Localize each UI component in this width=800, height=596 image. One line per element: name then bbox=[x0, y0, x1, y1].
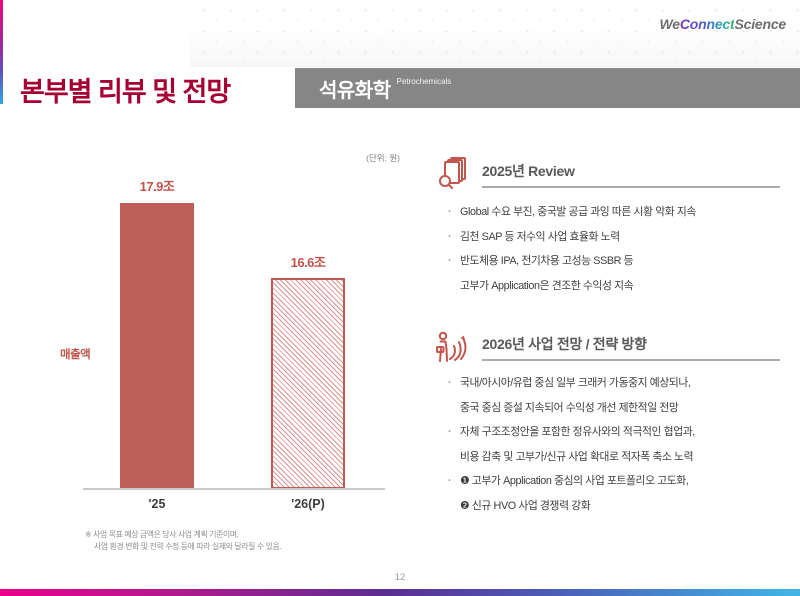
footnote-line-1: ※ 사업 목표 예상 금액은 당사 사업 계획 기준이며, bbox=[85, 530, 239, 539]
bottom-accent-gradient-bar bbox=[0, 589, 800, 596]
bar-value-label-25: 17.9조 bbox=[139, 179, 175, 194]
growth-person-icon bbox=[435, 329, 467, 363]
bar-value-label-26p: 16.6조 bbox=[290, 255, 326, 270]
x-tick-label-25: '25 bbox=[148, 497, 166, 511]
review-section-underline bbox=[482, 186, 780, 188]
network-mesh-decoration bbox=[190, 0, 800, 67]
footnote-line-2: 사업 환경 변화 및 전략 수정 등에 따라 실제와 달라질 수 있음. bbox=[94, 541, 282, 551]
bar-2026-plan-revenue bbox=[271, 278, 345, 489]
logo-connect: Connect bbox=[679, 16, 735, 32]
division-header-bar: 석유화학 Petrochemicals bbox=[295, 68, 800, 108]
chart-y-axis-label: 매출액 bbox=[60, 349, 91, 361]
chart-unit-note: (단위: 원) bbox=[366, 153, 400, 163]
logo-we: We bbox=[659, 16, 681, 32]
review-section-title: 2025년 Review bbox=[482, 163, 575, 179]
logo-science: Science bbox=[734, 16, 786, 32]
bar-2025-revenue bbox=[120, 203, 194, 489]
outlook-bullet-continuation: ❷ 신규 HVO 사업 경쟁력 강화 bbox=[460, 499, 591, 512]
document-search-icon bbox=[437, 156, 469, 190]
review-bullet: Global 수요 부진, 중국발 공급 과잉 따른 시황 악화 지속 bbox=[446, 200, 791, 225]
division-title-english: Petrochemicals bbox=[396, 77, 452, 86]
page-number: 12 bbox=[394, 572, 406, 583]
outlook-bullet: ❶ 고부가 Application 중심의 사업 포트폴리오 고도화, bbox=[446, 469, 791, 494]
chart-baseline-axis bbox=[83, 488, 385, 490]
outlook-section-underline bbox=[482, 359, 780, 361]
footnote: ※ 사업 목표 예상 금액은 당사 사업 계획 기준이며, 사업 환경 변화 및… bbox=[85, 529, 282, 552]
review-bullet: 반도체용 IPA, 전기차용 고성능 SSBR 등 bbox=[446, 249, 791, 274]
division-title-korean: 석유화학 bbox=[319, 79, 391, 102]
page-title: 본부별 리뷰 및 전망 bbox=[20, 77, 231, 107]
left-accent-stripe bbox=[0, 0, 3, 104]
outlook-bullet: 국내/아시아/유럽 중심 일부 크래커 가동중지 예상되나, bbox=[446, 371, 791, 396]
outlook-bullet-list: 국내/아시아/유럽 중심 일부 크래커 가동중지 예상되나, 중국 중심 증설 … bbox=[446, 371, 791, 518]
company-logo: WeConnectScience bbox=[660, 16, 787, 32]
outlook-bullet-continuation: 비용 감축 및 고부가/신규 사업 확대로 적자폭 축소 노력 bbox=[460, 450, 694, 463]
outlook-bullet-continuation: 중국 중심 증설 지속되어 수익성 개선 제한적일 전망 bbox=[460, 401, 679, 414]
outlook-section-title: 2026년 사업 전망 / 전략 방향 bbox=[482, 336, 647, 352]
review-bullet: 김천 SAP 등 저수익 사업 효율화 노력 bbox=[446, 225, 791, 250]
x-tick-label-26p: '26(P) bbox=[291, 497, 325, 511]
outlook-bullet: 자체 구조조정안을 포함한 정유사와의 적극적인 협업과, bbox=[446, 420, 791, 445]
review-bullet-continuation: 고부가 Application은 견조한 수익성 지속 bbox=[460, 279, 634, 292]
review-bullet-list: Global 수요 부진, 중국발 공급 과잉 따른 시황 악화 지속 김천 S… bbox=[446, 200, 791, 298]
